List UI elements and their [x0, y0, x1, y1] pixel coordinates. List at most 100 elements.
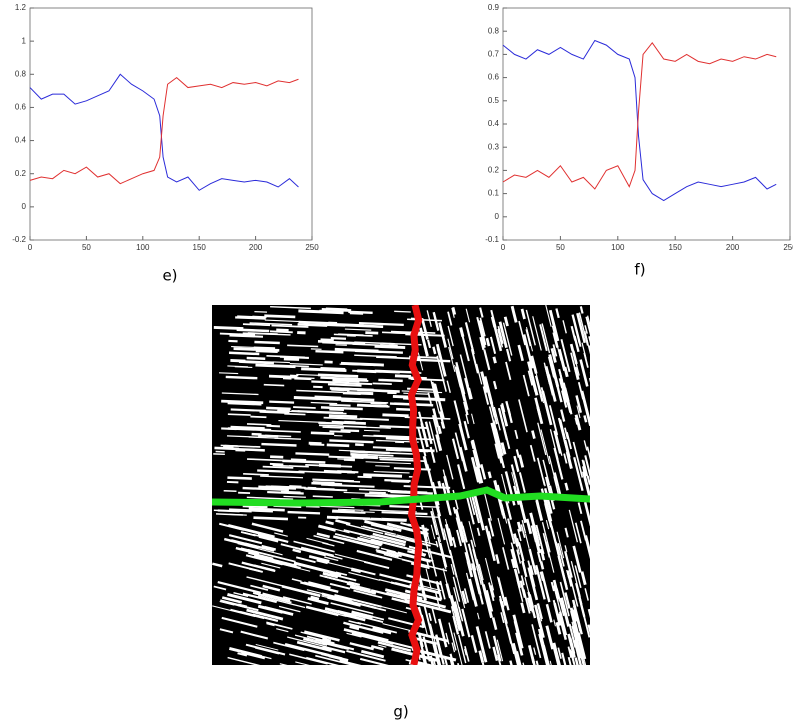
texture-streak	[497, 517, 506, 545]
texture-streak	[329, 439, 374, 444]
texture-streak	[432, 643, 440, 665]
texture-streak	[223, 490, 237, 492]
texture-streak	[262, 465, 294, 469]
texture-streak	[488, 582, 495, 602]
texture-streak	[433, 383, 445, 420]
texture-streak	[572, 441, 584, 478]
y-tick-label: 1.2	[15, 3, 27, 12]
texture-streak	[559, 581, 570, 617]
texture-streak	[310, 431, 335, 436]
texture-streak	[394, 310, 411, 313]
texture-streak	[488, 530, 492, 539]
texture-streak	[382, 331, 412, 335]
texture-streak	[398, 583, 414, 589]
texture-streak	[552, 599, 558, 614]
texture-streak	[480, 371, 489, 393]
texture-streak	[580, 520, 587, 541]
texture-streak	[470, 441, 474, 450]
x-tick-label: 100	[611, 243, 625, 252]
texture-streak	[479, 336, 485, 351]
y-tick-label: 0.5	[488, 96, 500, 105]
texture-streak	[570, 610, 576, 630]
texture-streak	[556, 551, 568, 587]
texture-streak	[587, 315, 590, 328]
x-tick-label: 200	[726, 243, 740, 252]
texture-streak	[525, 326, 533, 352]
texture-streak	[504, 596, 510, 611]
texture-streak	[435, 580, 443, 600]
texture-streak	[219, 332, 256, 336]
texture-streak	[425, 568, 432, 590]
texture-streak	[489, 336, 497, 354]
texture-streak	[298, 309, 344, 315]
texture-streak	[483, 490, 492, 521]
texture-streak	[353, 589, 383, 599]
texture-streak	[538, 633, 548, 665]
texture-streak	[560, 602, 565, 610]
texture-streak	[298, 470, 342, 474]
texture-streak	[564, 592, 571, 609]
texture-streak	[381, 511, 428, 516]
texture-streak	[525, 328, 532, 347]
texture-streak	[475, 626, 488, 663]
texture-streak	[490, 309, 497, 329]
texture-streak	[487, 517, 495, 537]
texture-streak	[463, 401, 469, 416]
texture-streak	[426, 310, 432, 327]
texture-streak	[359, 535, 408, 549]
texture-streak	[251, 522, 284, 533]
y-tick-label: 0.1	[488, 189, 500, 198]
texture-streak	[539, 324, 548, 352]
texture-streak	[237, 543, 283, 556]
texture-streak	[269, 400, 295, 404]
texture-streak	[438, 322, 448, 348]
texture-streak	[542, 645, 550, 665]
texture-streak	[484, 631, 491, 649]
texture-streak	[483, 349, 491, 371]
texture-streak	[382, 623, 413, 632]
texture-streak	[305, 505, 320, 508]
texture-streak	[401, 390, 443, 394]
texture-streak	[331, 387, 350, 392]
texture-streak	[563, 366, 569, 378]
texture-streak	[293, 406, 316, 409]
texture-streak	[553, 447, 564, 480]
texture-streak	[245, 643, 286, 656]
texture-streak	[438, 411, 446, 429]
texture-streak	[259, 410, 290, 414]
texture-streak	[512, 533, 519, 547]
texture-streak	[386, 549, 431, 563]
texture-streak	[586, 446, 590, 461]
texture-streak	[501, 505, 508, 524]
texture-streak	[318, 524, 350, 534]
texture-streak	[429, 623, 437, 648]
texture-streak	[373, 604, 407, 614]
texture-streak	[573, 335, 580, 353]
texture-streak	[423, 530, 428, 538]
texture-streak	[577, 381, 584, 400]
texture-streak	[246, 608, 284, 621]
texture-streak	[266, 424, 280, 428]
texture-streak	[574, 657, 579, 665]
texture-streak	[574, 522, 582, 544]
texture-streak	[330, 336, 347, 340]
texture-streak	[310, 401, 338, 405]
texture-streak	[370, 589, 408, 601]
texture-streak	[502, 322, 513, 356]
texture-streak	[356, 404, 390, 408]
texture-streak	[445, 632, 450, 645]
texture-streak	[506, 627, 515, 655]
texture-streak	[370, 524, 394, 531]
texture-streak	[323, 416, 363, 421]
texture-streak	[237, 315, 261, 320]
texture-streak	[293, 540, 335, 553]
y-tick-label: 0.4	[15, 136, 27, 145]
texture-streak	[570, 561, 581, 598]
texture-streak	[464, 646, 470, 662]
texture-streak	[461, 590, 468, 605]
plot-frame	[29, 7, 313, 241]
texture-streak	[322, 571, 339, 579]
texture-streak	[229, 334, 264, 338]
texture-streak	[545, 603, 553, 623]
texture-streak	[297, 323, 328, 327]
